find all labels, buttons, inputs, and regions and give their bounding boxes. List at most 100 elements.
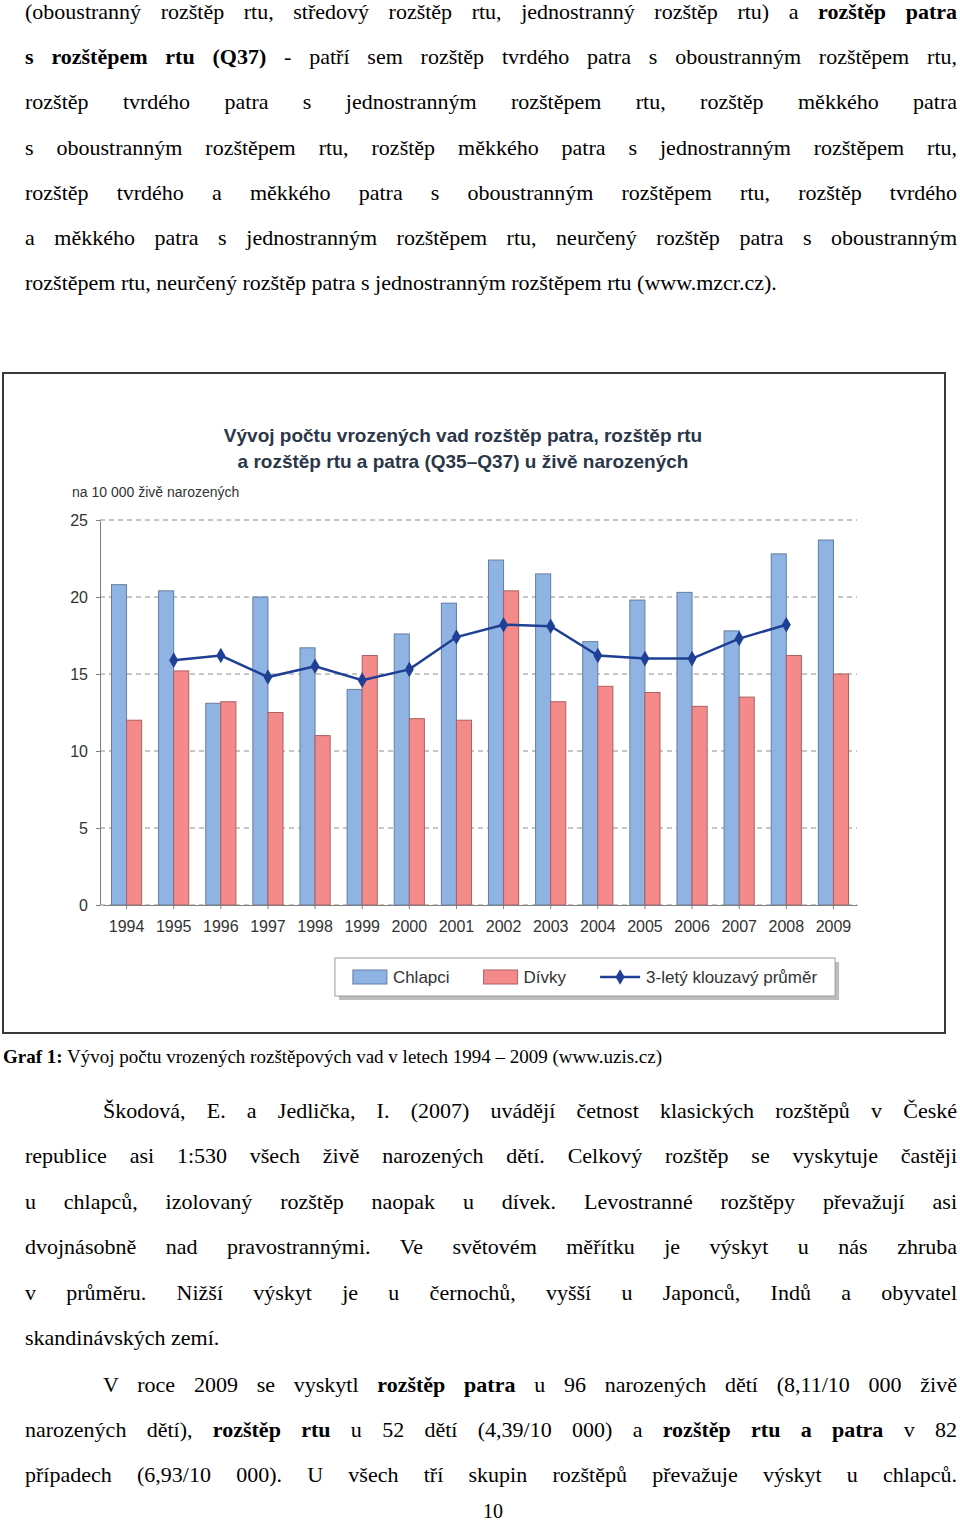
text-run: skandinávských zemí. — [25, 1325, 219, 1350]
bar — [174, 671, 189, 905]
y-axis-line — [100, 521, 101, 906]
x-tick-label: 1997 — [250, 918, 286, 935]
x-tick-label: 2007 — [721, 918, 757, 935]
x-tick-label: 2000 — [392, 918, 428, 935]
marker — [782, 617, 791, 633]
y-tick-label: 0 — [79, 897, 88, 914]
text-run: dvojnásobně nad pravostrannými. Ve světo… — [25, 1234, 957, 1259]
text-run: narozených dětí), — [25, 1417, 213, 1442]
legend-item: Dívky — [484, 968, 567, 987]
legend-items: Chlapci Dívky 3-letý klouzavý průměr — [353, 968, 818, 987]
bar — [253, 597, 268, 905]
x-tick-mark — [315, 905, 316, 909]
bar — [692, 706, 707, 905]
x-tick-mark — [409, 905, 410, 909]
legend: Chlapci Dívky 3-letý klouzavý průměr — [335, 958, 839, 1000]
text-run: Graf 1: — [3, 1046, 63, 1067]
y-tick-mark — [96, 905, 100, 906]
bar — [268, 713, 283, 906]
y-tick: 20 — [70, 589, 100, 606]
x-tick-mark — [692, 905, 693, 909]
bar — [127, 720, 142, 905]
text-line: s rozštěpem rtu (Q37) - patří sem rozště… — [25, 45, 957, 69]
x-tick: 2008 — [769, 905, 805, 935]
text-run: rozštěp tvrdého patra s jednostranným ro… — [25, 89, 957, 114]
bar — [300, 648, 315, 905]
bar — [456, 720, 471, 905]
bar-series — [127, 591, 849, 905]
legend-item: Chlapci — [353, 968, 450, 987]
x-tick: 2004 — [580, 905, 616, 935]
marker — [735, 631, 744, 647]
x-tick: 1997 — [250, 905, 286, 935]
text-line: v průměru. Nižší výskyt je u černochů, v… — [25, 1281, 957, 1305]
line-series — [169, 617, 791, 688]
marker — [169, 652, 178, 668]
y-tick-mark — [96, 828, 100, 829]
bar — [771, 554, 786, 905]
x-tick-mark — [739, 905, 740, 909]
x-tick-label: 1998 — [297, 918, 333, 935]
bar — [159, 591, 174, 905]
text-run: v průměru. Nižší výskyt je u černochů, v… — [25, 1280, 957, 1305]
x-tick-label: 1995 — [156, 918, 192, 935]
x-tick-mark — [597, 905, 598, 909]
page-number: 10 — [453, 1500, 533, 1523]
x-tick-label: 2009 — [816, 918, 852, 935]
x-tick-mark — [456, 905, 457, 909]
y-tick-label: 10 — [70, 743, 88, 760]
text-line: rozštěpem rtu, neurčený rozštěp patra s … — [25, 271, 957, 295]
text-run: u 52 dětí (4,39/10 000) a — [331, 1417, 663, 1442]
y-tick-label: 5 — [79, 820, 88, 837]
bar — [488, 560, 503, 905]
text-line: rozštěp tvrdého a měkkého patra s oboust… — [25, 181, 957, 205]
grid — [100, 520, 857, 905]
text-run: v 82 — [883, 1417, 957, 1442]
x-tick: 2003 — [533, 905, 569, 935]
marker — [358, 672, 367, 688]
x-tick: 1994 — [109, 905, 145, 935]
legend-swatch — [484, 970, 518, 984]
legend-label: Chlapci — [393, 968, 450, 987]
chart-frame — [3, 373, 945, 1033]
y-tick-mark — [96, 597, 100, 598]
text-run: rozštěp patra — [377, 1372, 515, 1397]
plot-area — [111, 540, 848, 905]
x-tick: 1996 — [203, 905, 239, 935]
text-run: Vývoj počtu vrozených rozštěpových vad v… — [63, 1046, 662, 1067]
marker — [688, 651, 697, 667]
y-tick-mark — [96, 520, 100, 521]
x-tick-label: 2005 — [627, 918, 663, 935]
y-tick-label: 25 — [70, 512, 88, 529]
x-tick-mark — [644, 905, 645, 909]
x-tick: 2006 — [674, 905, 710, 935]
bar-series — [111, 540, 833, 905]
bar — [551, 702, 566, 905]
text-run: - patří sem rozštěp tvrdého patra s obou… — [266, 44, 957, 69]
y-tick: 25 — [70, 512, 100, 529]
x-axis-line — [104, 905, 858, 906]
text-run: Škodová, E. a Jedlička, I. (2007) uváděj… — [103, 1098, 957, 1123]
legend-label: 3-letý klouzavý průměr — [646, 968, 817, 987]
marker — [405, 662, 414, 678]
x-tick-label: 2002 — [486, 918, 522, 935]
x-tick-mark — [833, 905, 834, 909]
marker — [216, 648, 225, 664]
text-run: u chlapců, izolovaný rozštěp naopak u dí… — [25, 1189, 957, 1214]
x-tick-label: 1999 — [344, 918, 380, 935]
x-tick-mark — [267, 905, 268, 909]
text-run: a měkkého patra s jednostranným rozštěpe… — [25, 225, 957, 250]
x-tick: 1999 — [344, 905, 380, 935]
x-tick: 1998 — [297, 905, 333, 935]
text-line: Škodová, E. a Jedlička, I. (2007) uváděj… — [103, 1099, 957, 1123]
legend-item: 3-letý klouzavý průměr — [600, 968, 817, 987]
text-line: narozených dětí), rozštěp rtu u 52 dětí … — [25, 1418, 957, 1442]
text-run: rozštěp tvrdého a měkkého patra s oboust… — [25, 180, 957, 205]
text-run: rozštěp rtu — [213, 1417, 331, 1442]
marker — [452, 629, 461, 645]
x-tick-mark — [220, 905, 221, 909]
bar — [630, 600, 645, 905]
bar — [394, 634, 409, 905]
legend-label: Dívky — [524, 968, 567, 987]
grid-line — [100, 674, 857, 675]
